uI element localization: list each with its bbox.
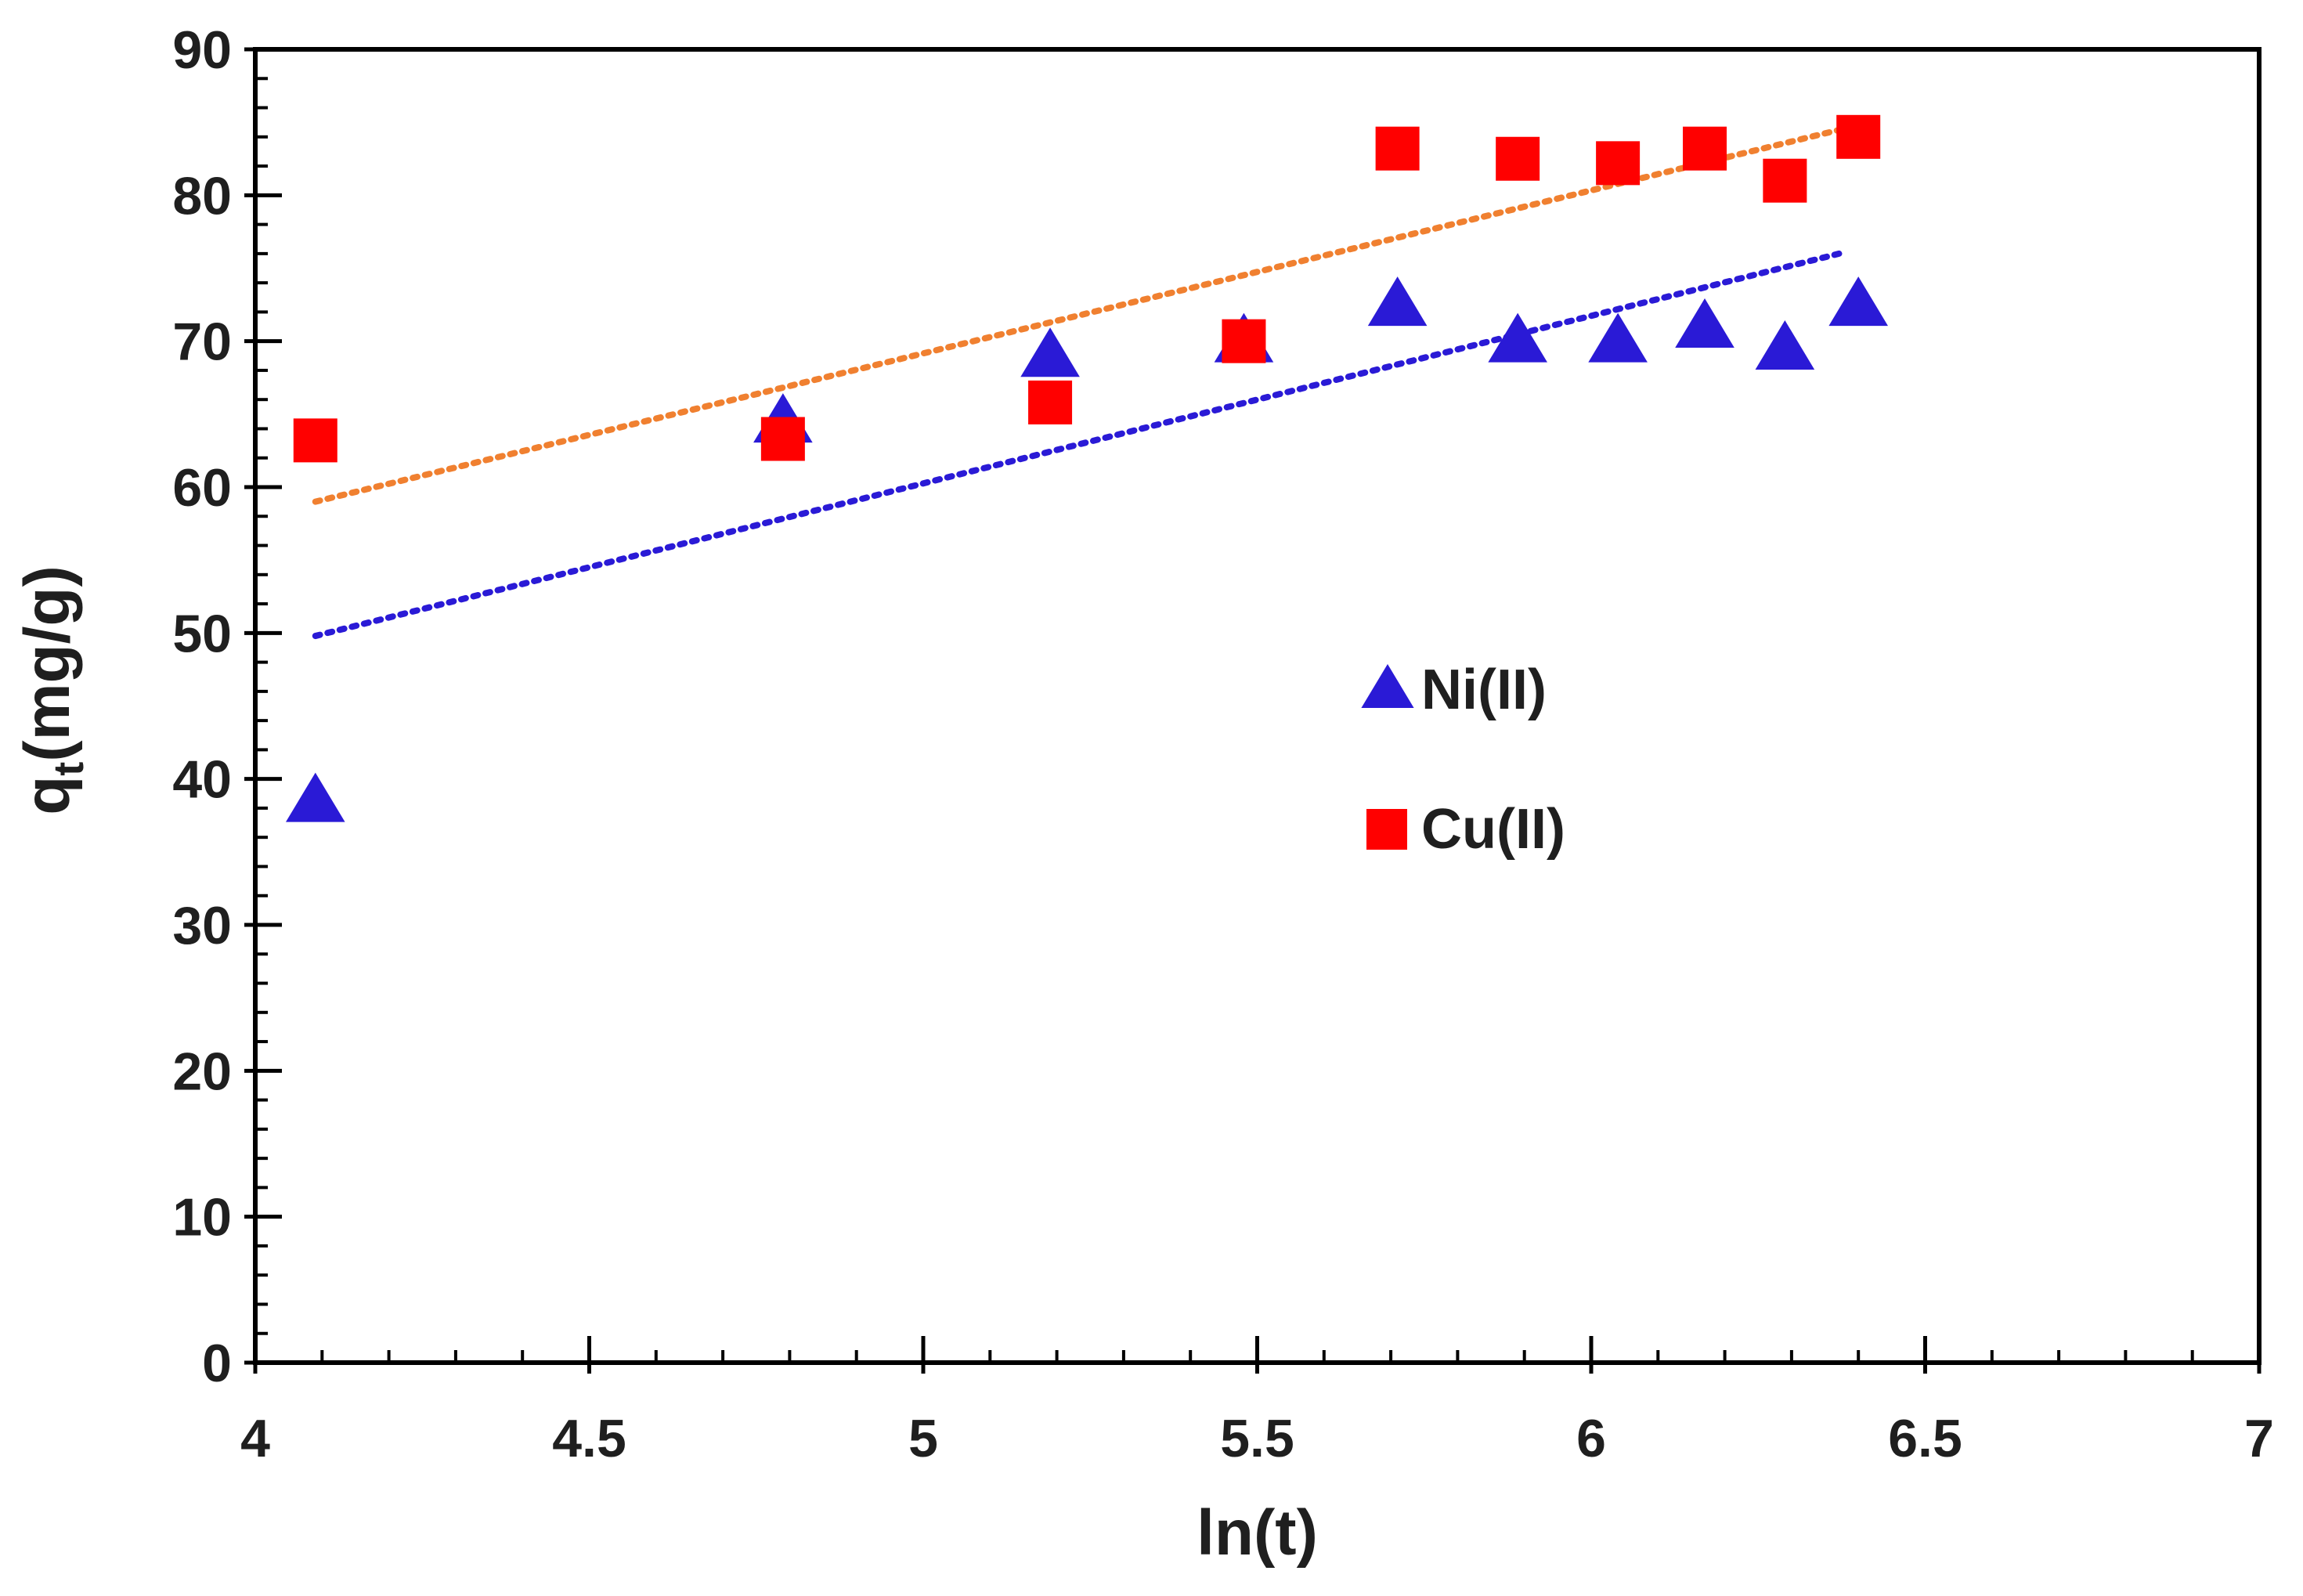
x-axis-title: ln(t)	[1197, 1497, 1318, 1569]
y-tick-label: 0	[202, 1334, 232, 1393]
ni-data-point	[1488, 312, 1547, 363]
x-tick-labels: 4 4.5 5 5.5 6 6.5 7	[240, 1409, 2274, 1468]
cu-data-point	[1028, 380, 1073, 424]
cu-data-point	[1683, 126, 1727, 171]
y-tick-labels: 0 10 20 30 40 50 60 70 80 90	[172, 20, 232, 1393]
y-axis-title-main: q	[12, 776, 83, 815]
legend: Ni(II) Cu(II)	[1361, 659, 1565, 861]
x-tick-label: 6.5	[1888, 1409, 1962, 1468]
cu-data-point	[1596, 141, 1641, 186]
ni-data-point	[1588, 312, 1648, 363]
x-tick-label: 5.5	[1220, 1409, 1294, 1468]
cu-data-point	[1763, 158, 1807, 203]
ni-data-point	[1675, 298, 1734, 348]
x-tick-label: 6	[1576, 1409, 1606, 1468]
cu-data-point	[1375, 126, 1420, 171]
data-markers	[285, 114, 1888, 822]
cu-trendline	[312, 121, 1862, 505]
y-tick-label: 20	[172, 1042, 232, 1101]
cu-data-point	[760, 417, 805, 461]
cu-data-point	[293, 418, 338, 463]
cu-data-point	[1836, 114, 1881, 159]
y-tick-label: 90	[172, 20, 232, 80]
x-tick-label: 4	[240, 1409, 270, 1468]
y-tick-label: 10	[172, 1188, 232, 1248]
y-axis-title-subscript: t	[45, 762, 92, 776]
y-tick-label: 60	[172, 458, 232, 518]
plot-frame	[253, 47, 2261, 1365]
major-ticks	[244, 47, 2261, 1374]
ni-data-point	[1367, 276, 1428, 327]
y-tick-label: 80	[172, 166, 232, 226]
ni-data-point	[1020, 327, 1080, 377]
ni-trendline	[312, 249, 1849, 640]
legend-cu-label: Cu(II)	[1421, 798, 1565, 861]
x-tick-label: 7	[2244, 1409, 2274, 1468]
cu-data-point	[1222, 319, 1266, 363]
y-axis-title: qt(mg/g)	[12, 565, 92, 815]
legend-ni-marker	[1361, 664, 1414, 708]
cu-data-point	[1496, 136, 1540, 181]
trendlines	[312, 121, 1862, 640]
y-tick-label: 50	[172, 604, 232, 663]
x-tick-label: 4.5	[552, 1409, 626, 1468]
y-axis-title-units: (mg/g)	[12, 565, 83, 761]
ni-data-point	[1828, 276, 1888, 327]
legend-ni-label: Ni(II)	[1421, 659, 1547, 721]
legend-cu-marker	[1366, 809, 1407, 850]
y-tick-label: 40	[172, 750, 232, 810]
ni-data-point	[1755, 320, 1815, 370]
x-tick-label: 5	[908, 1409, 938, 1468]
minor-ticks	[254, 48, 2261, 1364]
y-tick-label: 30	[172, 896, 232, 955]
ni-data-point	[285, 772, 345, 822]
y-tick-label: 70	[172, 312, 232, 372]
